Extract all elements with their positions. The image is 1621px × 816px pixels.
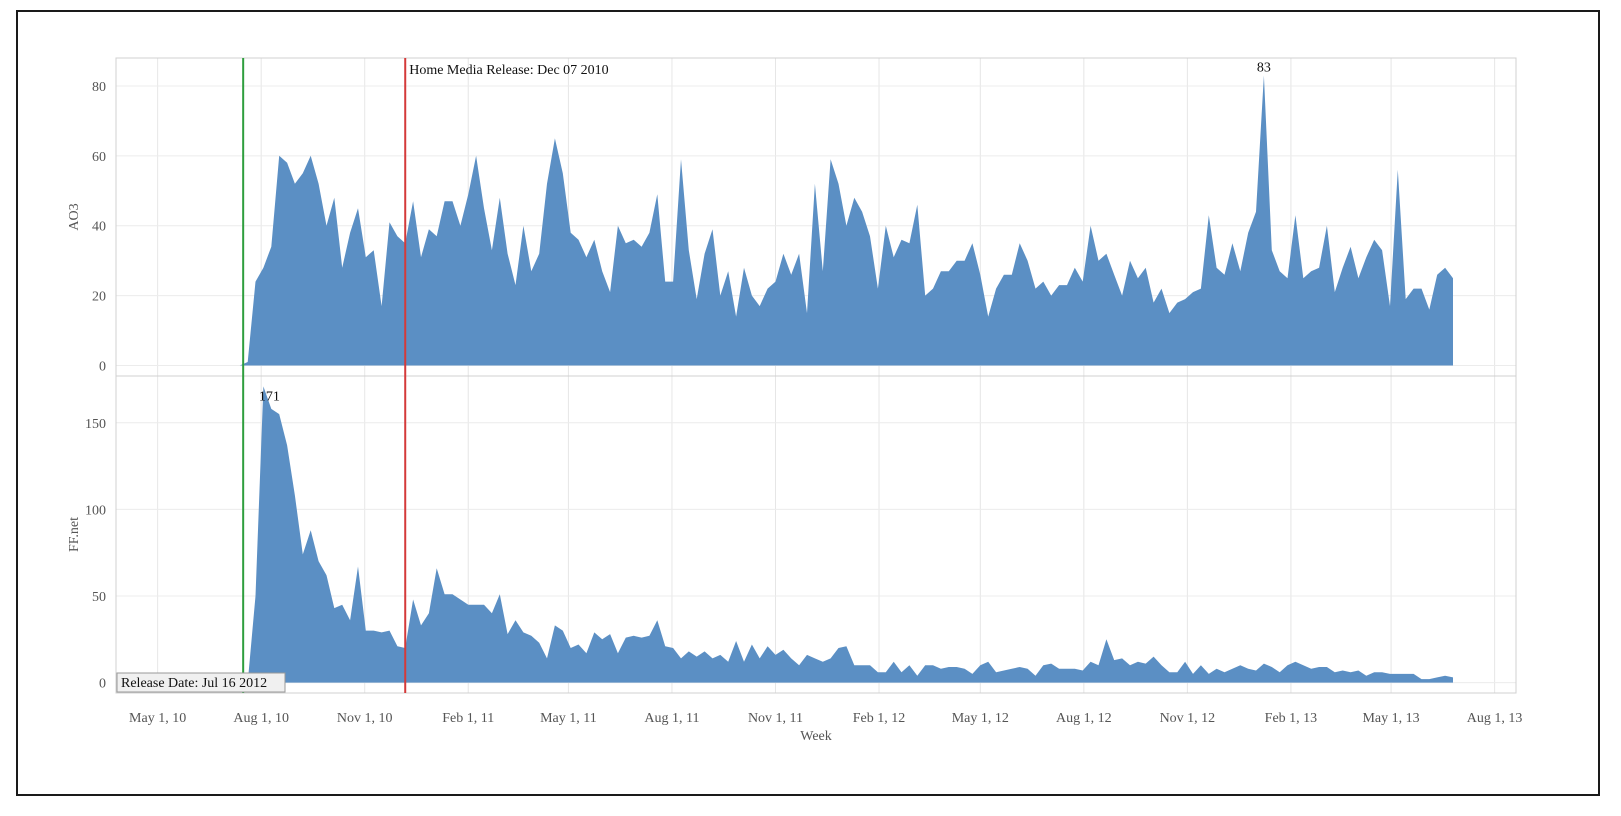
y-axis-label-ffnet: FF.net xyxy=(67,517,82,552)
chart-frame xyxy=(16,10,1600,796)
x-tick-label: Feb 1, 13 xyxy=(1265,711,1318,726)
y-tick-label: 150 xyxy=(85,417,106,432)
x-tick-label: Feb 1, 12 xyxy=(853,711,906,726)
y-tick-label: 20 xyxy=(92,290,106,305)
peak-label-ao3: 83 xyxy=(1257,60,1271,75)
plot-frames xyxy=(115,57,1517,694)
x-tick-label: Nov 1, 11 xyxy=(748,711,803,726)
y-tick-label: 80 xyxy=(92,80,106,95)
y-tick-label: 100 xyxy=(85,503,106,518)
release-date-label: Release Date: Jul 16 2012 xyxy=(121,676,267,691)
area-ffnet xyxy=(192,386,1453,683)
x-tick-label: Aug 1, 11 xyxy=(644,711,699,726)
y-axis-label-ao3: AO3 xyxy=(67,203,82,230)
y-tick-label: 0 xyxy=(99,677,106,692)
release-date-label-box xyxy=(116,672,286,693)
x-tick-label: Aug 1, 12 xyxy=(1056,711,1112,726)
x-tick-label: Aug 1, 13 xyxy=(1467,711,1523,726)
reference-lines xyxy=(242,58,407,693)
y-tick-label: 60 xyxy=(92,150,106,165)
x-tick-label: Nov 1, 10 xyxy=(337,711,393,726)
home-media-release-label: Home Media Release: Dec 07 2010 xyxy=(409,63,608,78)
x-axis-label: Week xyxy=(800,729,832,744)
area-series xyxy=(192,75,1453,683)
x-tick-label: May 1, 12 xyxy=(952,711,1009,726)
peak-label-ffnet: 171 xyxy=(259,389,280,404)
x-tick-label: Nov 1, 12 xyxy=(1160,711,1216,726)
area-ao3 xyxy=(192,75,1453,366)
y-tick-labels: 0 20 40 60 80 0 50 100 150 xyxy=(85,80,106,692)
y-tick-label: 40 xyxy=(92,220,106,235)
x-tick-label: Feb 1, 11 xyxy=(442,711,494,726)
x-tick-label: May 1, 10 xyxy=(129,711,186,726)
x-tick-label: May 1, 13 xyxy=(1362,711,1419,726)
x-tick-labels: May 1, 10 Aug 1, 10 Nov 1, 10 Feb 1, 11 May … xyxy=(129,711,1522,726)
chart-labels: AO3 FF.net Week 83 171 Release Date: Jul… xyxy=(67,60,1271,744)
panel-frame xyxy=(115,375,1517,694)
y-tick-label: 50 xyxy=(92,590,106,605)
x-tick-label: Aug 1, 10 xyxy=(233,711,289,726)
x-tick-label: May 1, 11 xyxy=(540,711,597,726)
y-tick-label: 0 xyxy=(99,360,106,375)
